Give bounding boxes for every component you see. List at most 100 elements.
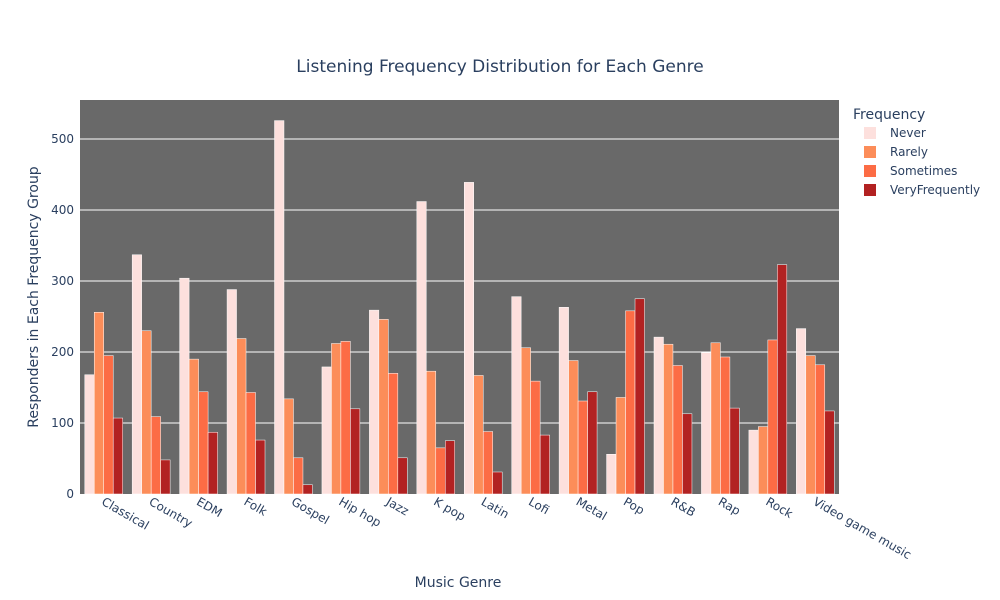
y-tick-label: 100 — [51, 416, 74, 430]
bar-never — [748, 429, 759, 495]
bar-veryfrequently — [255, 439, 266, 495]
x-tick-label: Folk — [242, 494, 270, 518]
legend-item-label: Sometimes — [890, 164, 957, 178]
y-axis-ticks: 0 100 200 300 400 500 — [51, 132, 74, 501]
legend-item-label: VeryFrequently — [890, 183, 980, 197]
bar-veryfrequently — [777, 264, 788, 495]
bar-veryfrequently — [207, 431, 218, 495]
bar-never — [131, 254, 142, 495]
bar-never — [796, 328, 807, 495]
x-tick-label: Pop — [621, 494, 647, 517]
bar-sometimes — [435, 447, 446, 495]
bar-rarely — [283, 398, 294, 495]
bar-sometimes — [815, 364, 826, 495]
bar-never — [321, 366, 332, 495]
bar-sometimes — [672, 365, 683, 495]
bar-rarely — [663, 343, 674, 495]
bar-rarely — [758, 426, 769, 495]
legend-title: Frequency — [853, 107, 925, 123]
bar-sometimes — [293, 457, 304, 495]
bar-sometimes — [388, 373, 399, 495]
bar-sometimes — [577, 400, 588, 495]
x-tick-label: Rap — [716, 494, 743, 518]
legend-swatch — [864, 165, 876, 177]
bar-sometimes — [482, 431, 493, 495]
bar-veryfrequently — [302, 484, 313, 495]
bar-veryfrequently — [160, 459, 171, 495]
bar-veryfrequently — [397, 457, 408, 495]
bar-rarely — [331, 343, 342, 495]
bar-rarely — [710, 342, 721, 495]
bar-sometimes — [103, 355, 114, 495]
x-tick-label: EDM — [194, 494, 225, 520]
y-tick-label: 400 — [51, 203, 74, 217]
bar-never — [416, 201, 427, 495]
x-tick-label: Metal — [574, 494, 610, 523]
bar-never — [701, 352, 712, 495]
y-tick-label: 0 — [66, 487, 74, 501]
bar-veryfrequently — [492, 471, 503, 495]
x-tick-label: Rock — [763, 494, 795, 520]
bar-rarely — [520, 347, 531, 495]
bar-never — [606, 453, 617, 495]
x-tick-label: Latin — [479, 494, 512, 521]
legend-item-label: Rarely — [890, 145, 928, 159]
y-axis-title: Responders in Each Frequency Group — [26, 166, 42, 427]
bar-sometimes — [530, 380, 541, 495]
bar-rarely — [141, 330, 152, 495]
x-tick-label: K pop — [431, 494, 468, 523]
bar-rarely — [236, 338, 247, 495]
bar-rarely — [473, 375, 484, 495]
bar-rarely — [188, 358, 199, 495]
bar-veryfrequently — [634, 298, 645, 495]
bar-never — [653, 336, 664, 495]
bar-never — [511, 296, 522, 495]
x-tick-label: R&B — [668, 494, 697, 519]
bar-sometimes — [625, 310, 636, 495]
x-tick-label: Classical — [99, 494, 151, 532]
bar-veryfrequently — [729, 407, 740, 495]
bar-sometimes — [720, 356, 731, 495]
x-tick-label: Hip hop — [336, 494, 383, 529]
bar-never — [179, 277, 190, 495]
legend: Frequency Never Rarely Sometimes VeryFreque… — [853, 107, 980, 197]
x-axis-title: Music Genre — [415, 575, 502, 591]
bar-sometimes — [198, 391, 209, 495]
x-tick-label: Country — [147, 494, 195, 530]
bar-never — [84, 374, 95, 495]
bar-veryfrequently — [112, 417, 123, 495]
bar-sometimes — [767, 339, 778, 495]
bar-never — [558, 307, 569, 495]
bar-rarely — [426, 370, 437, 495]
bars — [84, 120, 835, 495]
bar-sometimes — [150, 416, 161, 495]
bar-rarely — [378, 319, 389, 495]
bar-veryfrequently — [350, 408, 361, 495]
bar-veryfrequently — [445, 440, 456, 495]
bar-rarely — [93, 312, 104, 495]
legend-item-label: Never — [890, 126, 926, 140]
bar-sometimes — [340, 341, 351, 495]
bar-veryfrequently — [824, 410, 835, 495]
bar-rarely — [805, 355, 816, 495]
legend-swatch — [864, 184, 876, 196]
y-tick-label: 200 — [51, 345, 74, 359]
legend-swatch — [864, 127, 876, 139]
y-tick-label: 500 — [51, 132, 74, 146]
bar-veryfrequently — [587, 391, 598, 495]
chart-title: Listening Frequency Distribution for Eac… — [296, 57, 703, 77]
bar-never — [226, 289, 237, 495]
bar-never — [369, 309, 380, 495]
y-tick-label: 300 — [51, 274, 74, 288]
bar-rarely — [568, 360, 579, 495]
x-tick-label: Lofi — [526, 494, 552, 517]
bar-sometimes — [245, 392, 256, 495]
legend-swatch — [864, 146, 876, 158]
x-tick-label: Gospel — [289, 494, 332, 527]
bar-rarely — [615, 397, 626, 495]
x-tick-label: Jazz — [383, 494, 411, 518]
bar-never — [463, 182, 474, 495]
bar-veryfrequently — [539, 434, 550, 495]
